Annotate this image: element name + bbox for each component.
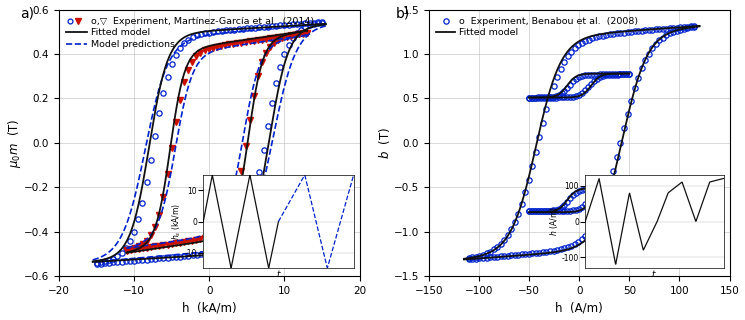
Y-axis label: $\mu_0 m$  (T): $\mu_0 m$ (T) (5, 118, 22, 168)
X-axis label: h  (kA/m): h (kA/m) (182, 301, 237, 315)
Y-axis label: $b$  (T): $b$ (T) (377, 127, 393, 159)
Text: a): a) (20, 7, 34, 21)
Legend: o,▽  Experiment, Martínez-García et al.  (2014), Fitted model, Model predictions: o,▽ Experiment, Martínez-García et al. (… (63, 14, 317, 52)
Text: b): b) (396, 7, 410, 21)
X-axis label: h  (A/m): h (A/m) (555, 301, 603, 315)
Legend: o  Experiment, Benabou et al.  (2008), Fitted model: o Experiment, Benabou et al. (2008), Fit… (434, 14, 641, 40)
